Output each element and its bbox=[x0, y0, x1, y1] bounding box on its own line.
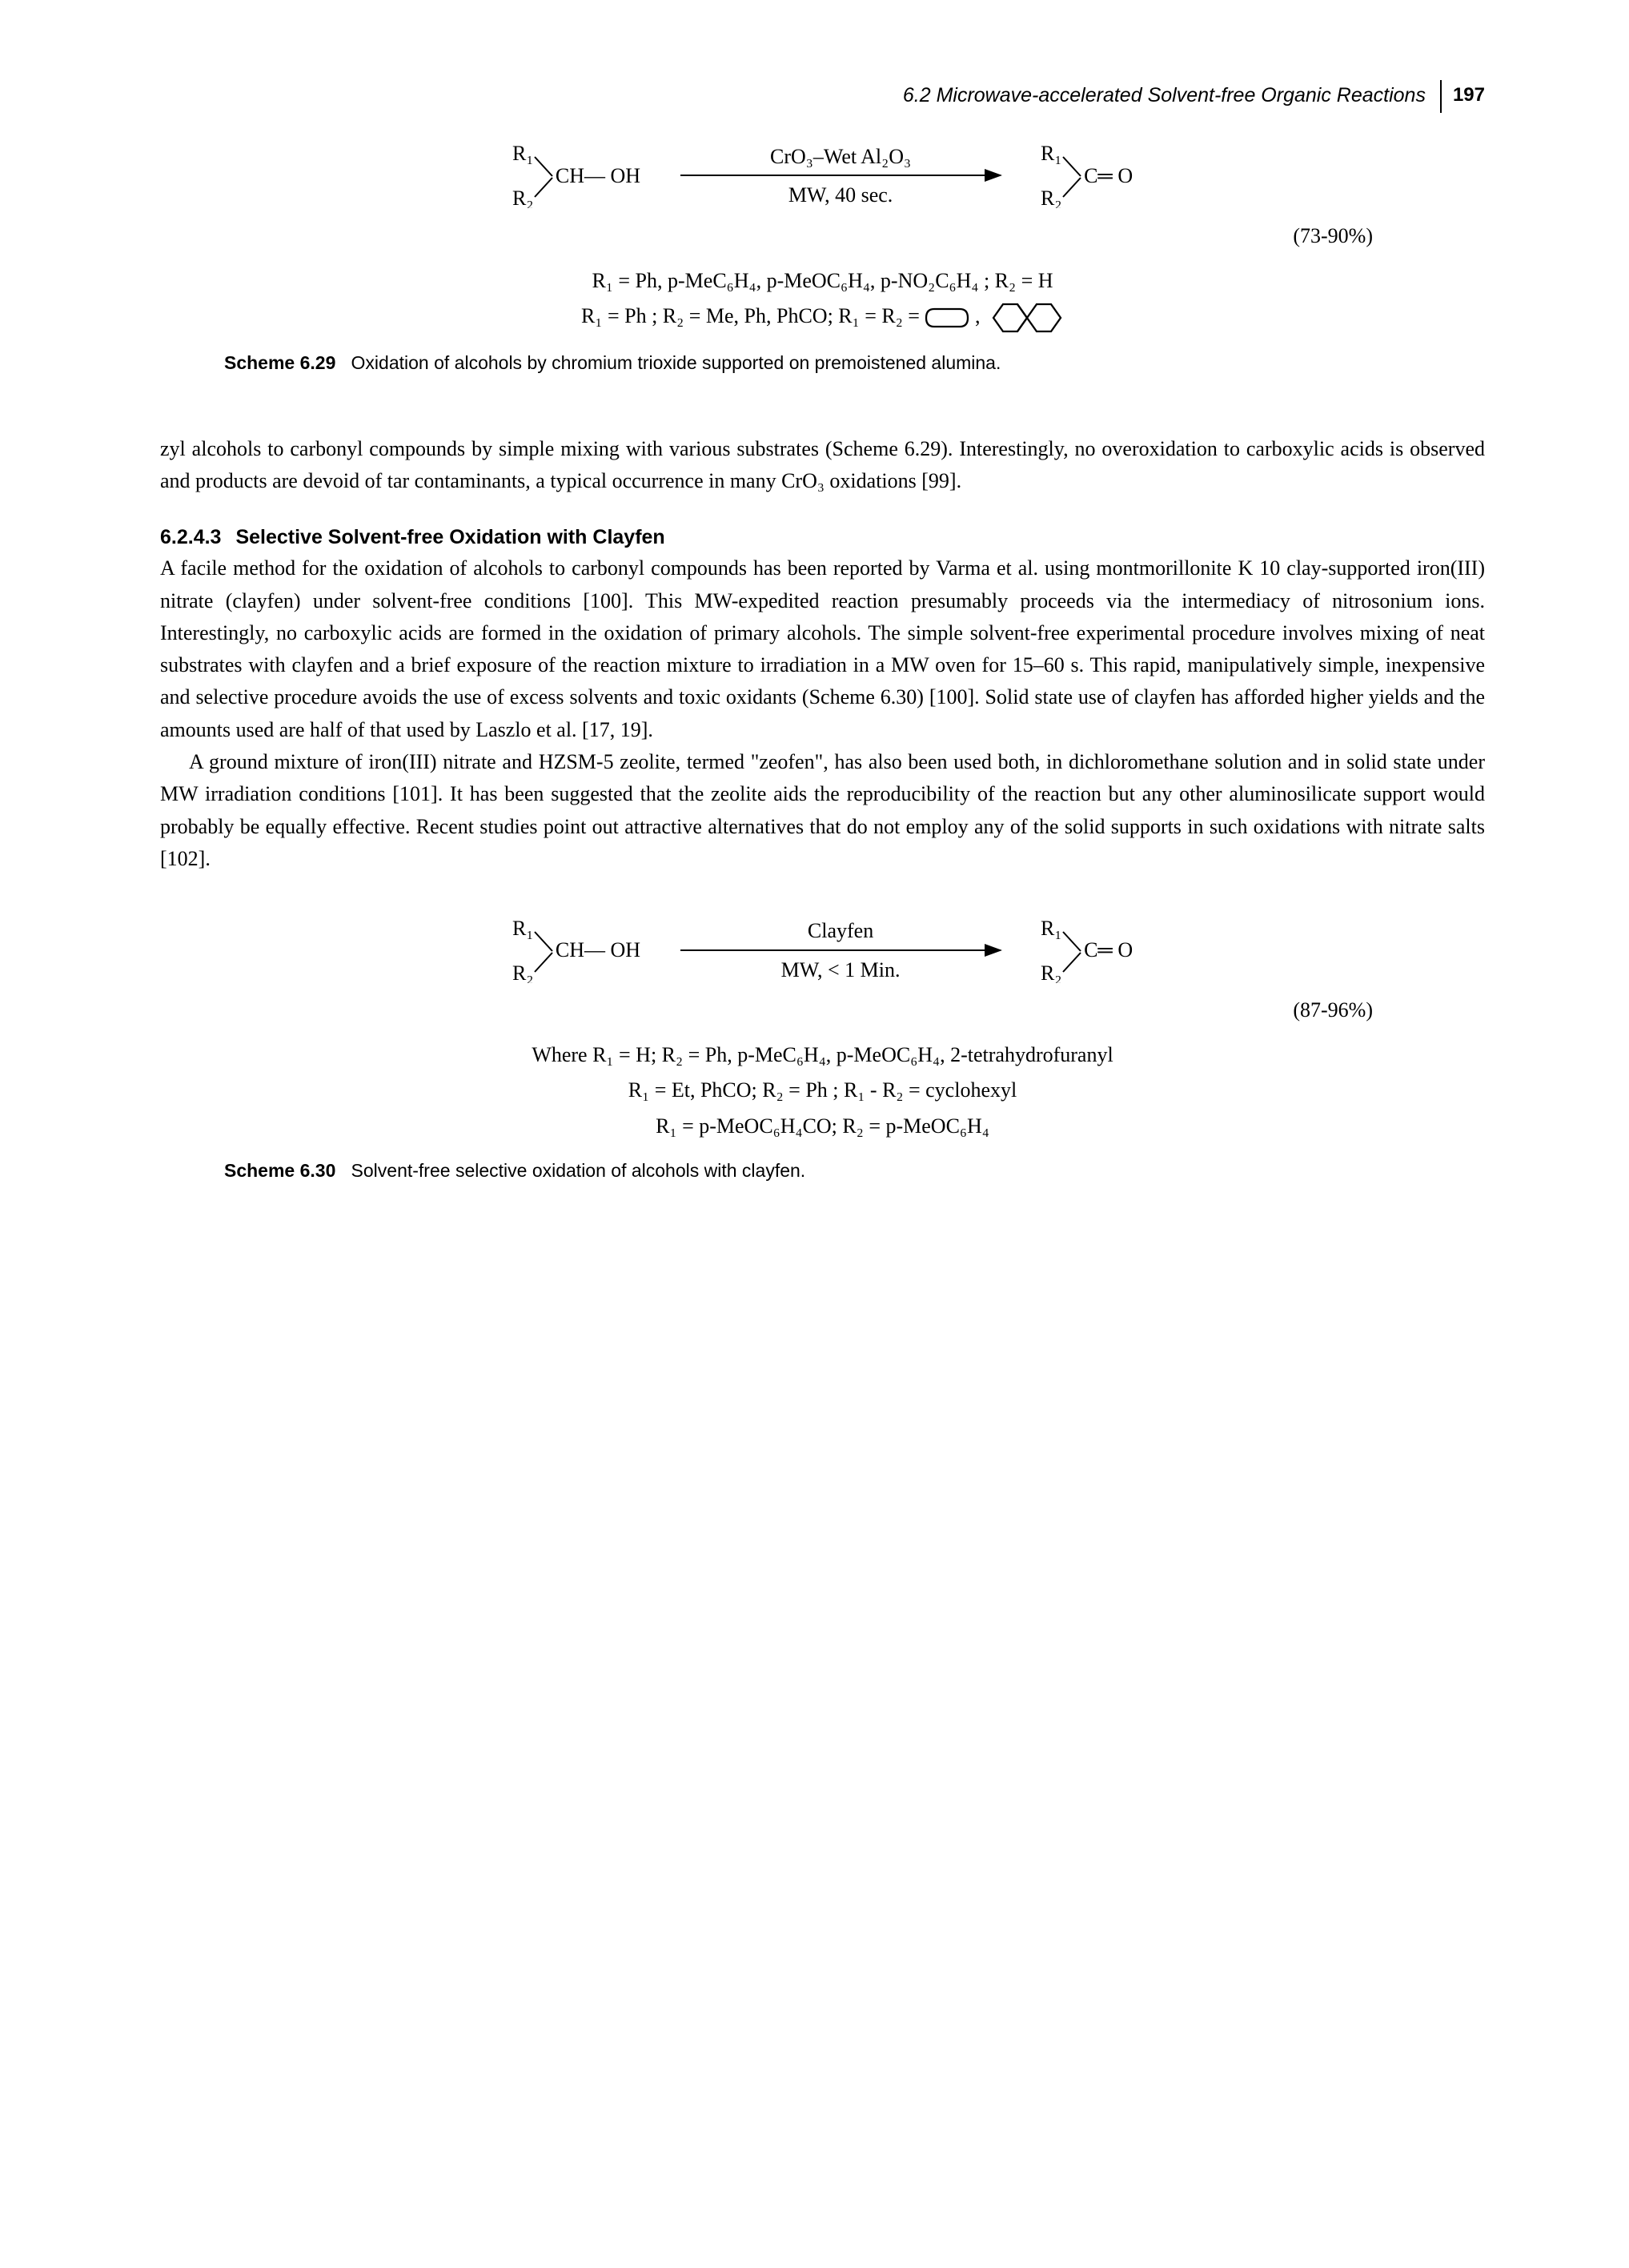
arrow-reagent: CrO₃–Wet Al₂O₃ bbox=[770, 141, 911, 173]
reactant: R₁ R₂ CH— OH bbox=[512, 919, 640, 983]
substituent-line: R₁ = Et, PhCO; R₂ = Ph ; R₁ - R₂ = cyclo… bbox=[224, 1074, 1421, 1106]
svg-text:R₂: R₂ bbox=[512, 961, 533, 983]
reactant-core: CH— OH bbox=[556, 934, 640, 966]
yield-text: (73-90%) bbox=[224, 220, 1373, 252]
page-header: 6.2 Microwave-accelerated Solvent-free O… bbox=[160, 80, 1485, 113]
svg-text:R₂: R₂ bbox=[512, 187, 533, 208]
subsection-heading: 6.2.4.3 Selective Solvent-free Oxidation … bbox=[160, 522, 1485, 553]
body-text: A facile method for the oxidation of alc… bbox=[160, 552, 1485, 875]
paragraph: A ground mixture of iron(III) nitrate an… bbox=[160, 746, 1485, 875]
svg-text:R₁: R₁ bbox=[512, 919, 533, 940]
section-number: 6.2.4.3 bbox=[160, 526, 221, 548]
scheme-6-29: R₁ R₂ CH— OH CrO₃–Wet Al₂O₃ MW, 40 sec. … bbox=[224, 141, 1421, 377]
svg-text:R₁: R₁ bbox=[512, 144, 533, 165]
r-group-bracket-icon: R₁ R₂ bbox=[1041, 144, 1084, 208]
arrow-conditions: MW, 40 sec. bbox=[788, 179, 893, 211]
reaction-arrow: CrO₃–Wet Al₂O₃ MW, 40 sec. bbox=[680, 141, 1001, 212]
separator: , bbox=[975, 304, 985, 327]
paragraph: zyl alcohols to carbonyl compounds by si… bbox=[160, 433, 1485, 498]
r-group-bracket-icon: R₁ R₂ bbox=[1041, 919, 1084, 983]
substituent-definitions: Where R₁ = H; R₂ = Ph, p-MeC₆H₄, p-MeOC₆… bbox=[224, 1039, 1421, 1142]
yield-text: (87-96%) bbox=[224, 994, 1373, 1026]
cyclohexyl-icon bbox=[925, 301, 969, 335]
arrow-conditions: MW, < 1 Min. bbox=[781, 954, 901, 986]
product: R₁ R₂ C═ O bbox=[1041, 144, 1133, 208]
svg-text:R₂: R₂ bbox=[1041, 187, 1061, 208]
section-title: Selective Solvent-free Oxidation with Cl… bbox=[235, 526, 664, 548]
arrow-reagent: Clayfen bbox=[808, 915, 873, 947]
caption-text: Oxidation of alcohols by chromium trioxi… bbox=[351, 352, 1001, 373]
scheme-caption: Scheme 6.29 Oxidation of alcohols by chr… bbox=[224, 349, 1421, 377]
reactant: R₁ R₂ CH— OH bbox=[512, 144, 640, 208]
substituent-line: R₁ = Ph, p-MeC₆H₄, p-MeOC₆H₄, p-NO₂C₆H₄ … bbox=[224, 265, 1421, 297]
svg-text:R₂: R₂ bbox=[1041, 961, 1061, 983]
section-title: 6.2 Microwave-accelerated Solvent-free O… bbox=[903, 80, 1440, 111]
scheme-caption: Scheme 6.30 Solvent-free selective oxida… bbox=[224, 1157, 1421, 1185]
substituent-line: Where R₁ = H; R₂ = Ph, p-MeC₆H₄, p-MeOC₆… bbox=[224, 1039, 1421, 1071]
scheme-number: Scheme 6.30 bbox=[224, 1160, 335, 1181]
bicyclic-icon bbox=[985, 301, 1064, 335]
r-group-bracket-icon: R₁ R₂ bbox=[512, 919, 556, 983]
scheme-number: Scheme 6.29 bbox=[224, 352, 335, 373]
svg-text:R₁: R₁ bbox=[1041, 144, 1061, 165]
caption-text: Solvent-free selective oxidation of alco… bbox=[351, 1160, 806, 1181]
page-number: 197 bbox=[1440, 80, 1485, 113]
paragraph: A facile method for the oxidation of alc… bbox=[160, 552, 1485, 746]
reactant-core: CH— OH bbox=[556, 160, 640, 192]
body-text: zyl alcohols to carbonyl compounds by si… bbox=[160, 433, 1485, 498]
svg-text:R₁: R₁ bbox=[1041, 919, 1061, 940]
substituent-definitions: R₁ = Ph, p-MeC₆H₄, p-MeOC₆H₄, p-NO₂C₆H₄ … bbox=[224, 265, 1421, 335]
r-group-bracket-icon: R₁ R₂ bbox=[512, 144, 556, 208]
substituent-line: R₁ = Ph ; R₂ = Me, Ph, PhCO; R₁ = R₂ = , bbox=[224, 300, 1421, 335]
substituent-line: R₁ = p-MeOC₆H₄CO; R₂ = p-MeOC₆H₄ bbox=[224, 1110, 1421, 1142]
scheme-6-30: R₁ R₂ CH— OH Clayfen MW, < 1 Min. R₁ R₂ … bbox=[224, 915, 1421, 1184]
reaction-equation: R₁ R₂ CH— OH Clayfen MW, < 1 Min. R₁ R₂ … bbox=[224, 915, 1421, 986]
reaction-arrow: Clayfen MW, < 1 Min. bbox=[680, 915, 1001, 986]
product-core: C═ O bbox=[1084, 160, 1133, 192]
reaction-equation: R₁ R₂ CH— OH CrO₃–Wet Al₂O₃ MW, 40 sec. … bbox=[224, 141, 1421, 212]
product-core: C═ O bbox=[1084, 934, 1133, 966]
product: R₁ R₂ C═ O bbox=[1041, 919, 1133, 983]
